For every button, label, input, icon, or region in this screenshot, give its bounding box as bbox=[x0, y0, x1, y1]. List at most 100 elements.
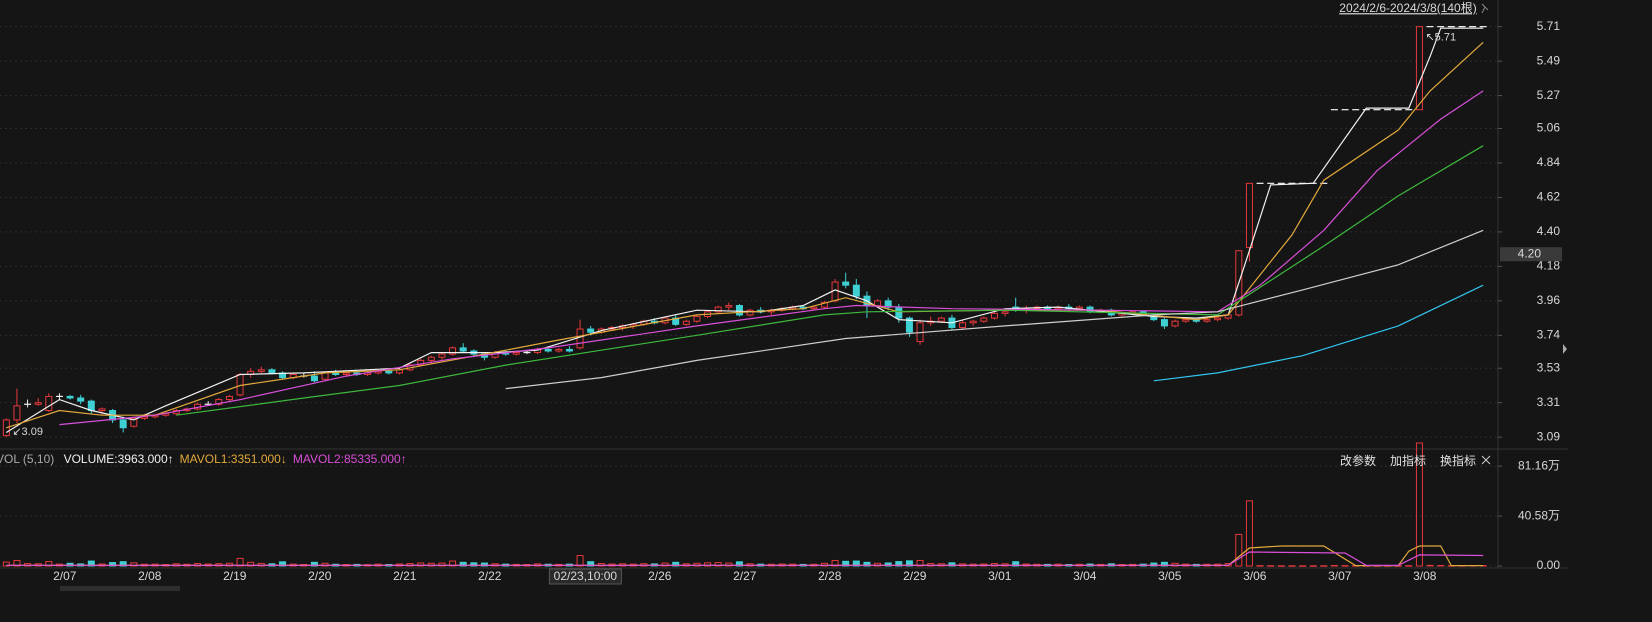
candle-body bbox=[1203, 319, 1211, 322]
volume-bar bbox=[1256, 565, 1264, 567]
min-price-label: ↙3.09 bbox=[12, 426, 43, 438]
candle-body bbox=[427, 356, 435, 361]
last-price-box bbox=[1500, 247, 1562, 262]
volume-bar bbox=[1288, 565, 1296, 567]
candle-body bbox=[544, 348, 552, 352]
candle-body bbox=[587, 328, 595, 333]
candle-body bbox=[672, 317, 680, 325]
candle-body bbox=[438, 353, 446, 358]
candle-body bbox=[714, 306, 722, 313]
candle-body bbox=[565, 348, 573, 352]
y-tick-label: 5.49 bbox=[1537, 53, 1561, 67]
y-tick-label: 3.09 bbox=[1537, 429, 1561, 443]
y-tick-label: 3.53 bbox=[1537, 360, 1561, 374]
candle-body bbox=[820, 301, 828, 308]
moving-average-line bbox=[6, 41, 1484, 429]
volume-bar bbox=[1415, 442, 1423, 567]
volume-bar bbox=[1235, 533, 1243, 567]
candle-body bbox=[45, 395, 53, 412]
indicator-button[interactable]: 改参数 bbox=[1340, 454, 1377, 468]
candle-body bbox=[77, 397, 85, 402]
volume-bar bbox=[1277, 565, 1285, 567]
x-tick-label: 2/26 bbox=[648, 569, 672, 583]
expand-arrow[interactable] bbox=[1563, 344, 1567, 354]
candle-body bbox=[810, 306, 818, 310]
candle-body bbox=[937, 317, 945, 322]
volume-bar bbox=[576, 555, 584, 567]
moving-average-line bbox=[176, 145, 1484, 416]
crosshair-time-box bbox=[548, 568, 622, 585]
volume-bar bbox=[1309, 565, 1317, 567]
candle-body bbox=[746, 309, 754, 316]
x-tick-label: 2/20 bbox=[308, 569, 332, 583]
x-tick-label: 2/28 bbox=[818, 569, 842, 583]
candle-body bbox=[257, 369, 265, 372]
candle-body bbox=[842, 281, 850, 286]
candle-body bbox=[87, 400, 95, 412]
x-tick-label: 2/29 bbox=[903, 569, 927, 583]
indicator-value: VOLUME:3963.000↑ bbox=[63, 452, 174, 466]
x-tick-label: 02/23,10:00 bbox=[554, 569, 618, 583]
close-icon[interactable] bbox=[1481, 455, 1491, 465]
candle-body bbox=[342, 372, 350, 375]
last-price-label: 4.20 bbox=[1518, 246, 1542, 260]
volume-bar bbox=[1405, 565, 1413, 567]
candle-body bbox=[576, 328, 584, 349]
x-tick-label: 2/08 bbox=[138, 569, 162, 583]
candle-body bbox=[310, 375, 318, 382]
volume-bar bbox=[1320, 565, 1328, 567]
indicator-button[interactable]: 换指标 bbox=[1440, 454, 1477, 468]
max-price-label: ↖5.71 bbox=[1425, 32, 1456, 44]
moving-average-line bbox=[1153, 284, 1484, 382]
candle-body bbox=[321, 372, 329, 380]
x-tick-label: 2/07 bbox=[53, 569, 77, 583]
candle-body bbox=[682, 320, 690, 325]
candle-body bbox=[1245, 182, 1253, 249]
x-tick-label: 2/27 bbox=[733, 569, 757, 583]
pin-icon[interactable] bbox=[1481, 3, 1489, 14]
volume-bar bbox=[1245, 500, 1253, 567]
candle-body bbox=[969, 320, 977, 324]
candle-body bbox=[852, 284, 860, 297]
y-tick-label: 5.71 bbox=[1537, 19, 1561, 33]
x-tick-label: 2/19 bbox=[223, 569, 247, 583]
x-tick-label: 3/04 bbox=[1073, 569, 1097, 583]
candle-body bbox=[1415, 26, 1423, 111]
candle-body bbox=[385, 370, 393, 374]
x-tick-label: 3/07 bbox=[1328, 569, 1352, 583]
indicator-value: MAVOL2:85335.000↑ bbox=[292, 452, 407, 466]
candle-body bbox=[1182, 319, 1190, 322]
volume-bar bbox=[1267, 565, 1275, 567]
candle-body bbox=[449, 347, 457, 355]
x-tick-label: 3/06 bbox=[1243, 569, 1267, 583]
moving-average-line bbox=[505, 229, 1484, 390]
range-header[interactable]: 2024/2/6-2024/3/8(140根) bbox=[1339, 1, 1476, 15]
candle-body bbox=[225, 395, 233, 401]
volume-average-line bbox=[6, 545, 1484, 567]
candle-body bbox=[417, 359, 425, 366]
y-tick-label: 3.31 bbox=[1537, 395, 1561, 409]
y-tick-label: 5.06 bbox=[1537, 121, 1561, 135]
candle-body bbox=[980, 317, 988, 322]
candle-body bbox=[512, 352, 520, 355]
candle-body bbox=[268, 369, 276, 374]
x-tick-label: 3/05 bbox=[1158, 569, 1182, 583]
y-tick-label: 5.27 bbox=[1537, 88, 1561, 102]
x-tick-label: 2/22 bbox=[478, 569, 502, 583]
candle-body bbox=[66, 395, 74, 399]
candle-body bbox=[905, 317, 913, 333]
y-tick-label: 3.96 bbox=[1537, 293, 1561, 307]
candle-body bbox=[130, 417, 138, 427]
candle-body bbox=[735, 305, 743, 316]
scrollbar[interactable] bbox=[60, 586, 180, 591]
candle-body bbox=[1160, 319, 1168, 327]
candle-body bbox=[1171, 320, 1179, 327]
candle-body bbox=[990, 312, 998, 319]
candle-body bbox=[34, 402, 42, 405]
y-tick-label: 4.84 bbox=[1537, 155, 1561, 169]
candle-body bbox=[98, 408, 106, 412]
volume-bar bbox=[1426, 564, 1434, 567]
candle-body bbox=[459, 347, 467, 352]
indicator-button[interactable]: 加指标 bbox=[1390, 454, 1427, 468]
y-tick-label: 4.62 bbox=[1537, 190, 1561, 204]
